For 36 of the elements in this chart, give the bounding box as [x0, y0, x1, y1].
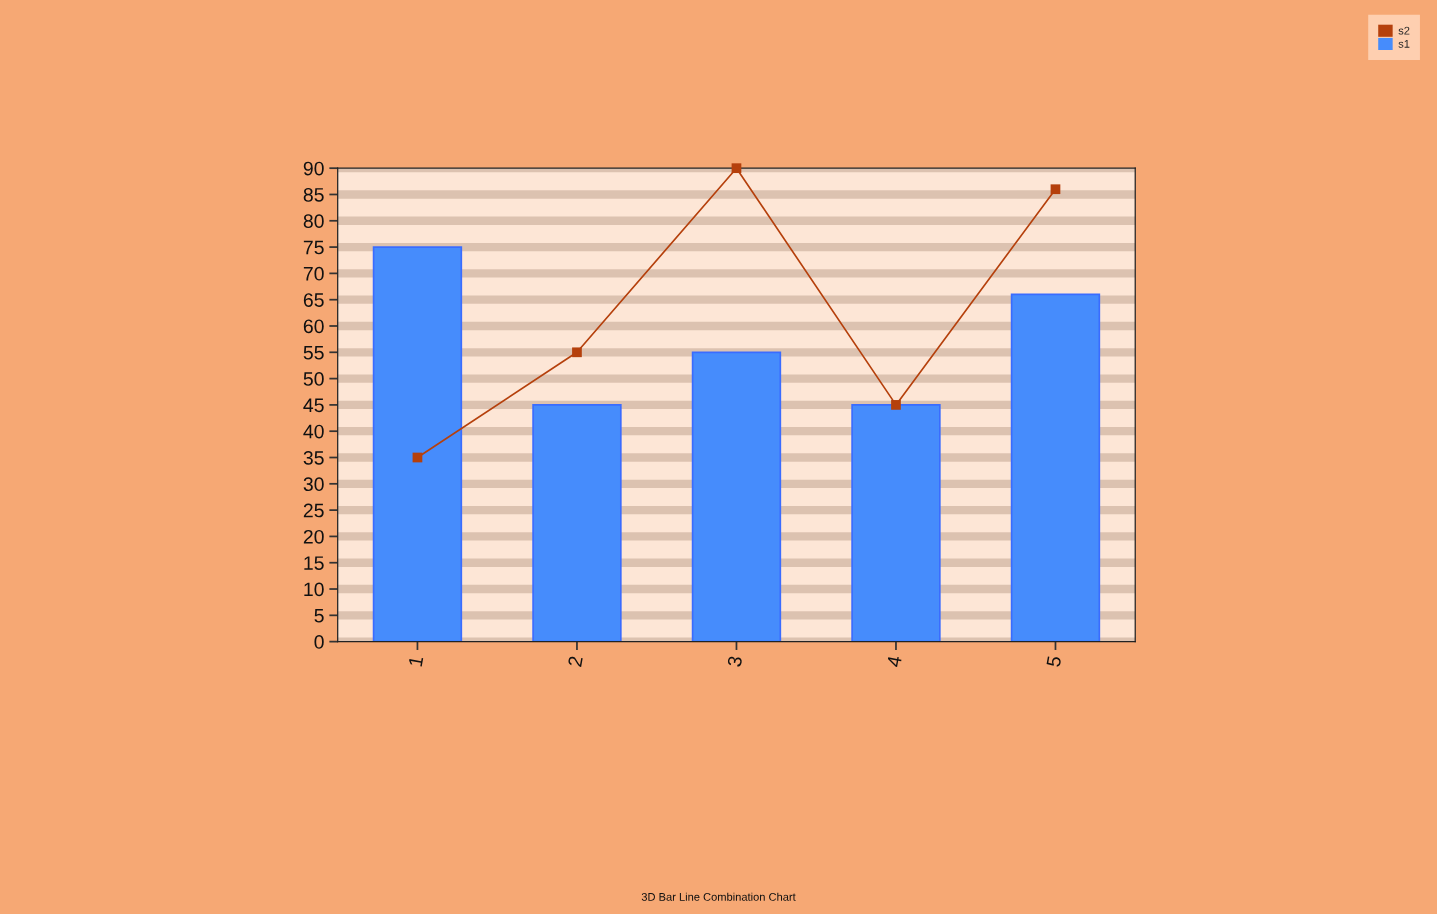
legend-label: s1: [1398, 40, 1410, 48]
y-tick-label: 20: [303, 529, 324, 544]
point: [891, 400, 901, 410]
y-tick-label: 60: [303, 319, 324, 334]
point: [731, 163, 742, 174]
y-tick-label: 5: [314, 608, 324, 623]
y-tick-label: 40: [303, 424, 324, 439]
y-tick-label: 55: [303, 345, 324, 360]
legend-label: s2: [1398, 26, 1410, 35]
point: [572, 347, 582, 358]
point: [1050, 184, 1061, 195]
y-tick-label: 70: [303, 266, 324, 281]
y-tick-label: 45: [303, 398, 324, 413]
bar: [532, 404, 622, 642]
bar: [851, 404, 941, 642]
y-tick-label: 65: [303, 293, 324, 307]
y-tick-label: 10: [304, 582, 324, 597]
y-tick-label: 75: [303, 240, 324, 255]
y-tick-label: 30: [303, 477, 324, 492]
y-tick-label: 0: [314, 635, 324, 649]
x-tick-label: 3: [727, 655, 743, 668]
y-tick-label: 25: [303, 503, 324, 518]
y-tick-label: 90: [303, 161, 324, 176]
y-tick-label: 15: [304, 556, 324, 570]
x-tick-label: 1: [408, 655, 424, 667]
x-tick-label: 2: [567, 655, 583, 667]
text: 3D Bar Line Combination Chart: [641, 892, 796, 901]
bar: [691, 351, 782, 642]
y-tick-label: 50: [303, 372, 324, 386]
x-tick-label: 5: [1046, 655, 1062, 668]
bar: [372, 246, 463, 642]
x-tick-label: 4: [886, 655, 902, 668]
bar: [1010, 293, 1101, 642]
y-tick-label: 80: [303, 214, 324, 229]
y-tick-label: 35: [303, 450, 324, 465]
y-tick-label: 85: [303, 187, 324, 202]
